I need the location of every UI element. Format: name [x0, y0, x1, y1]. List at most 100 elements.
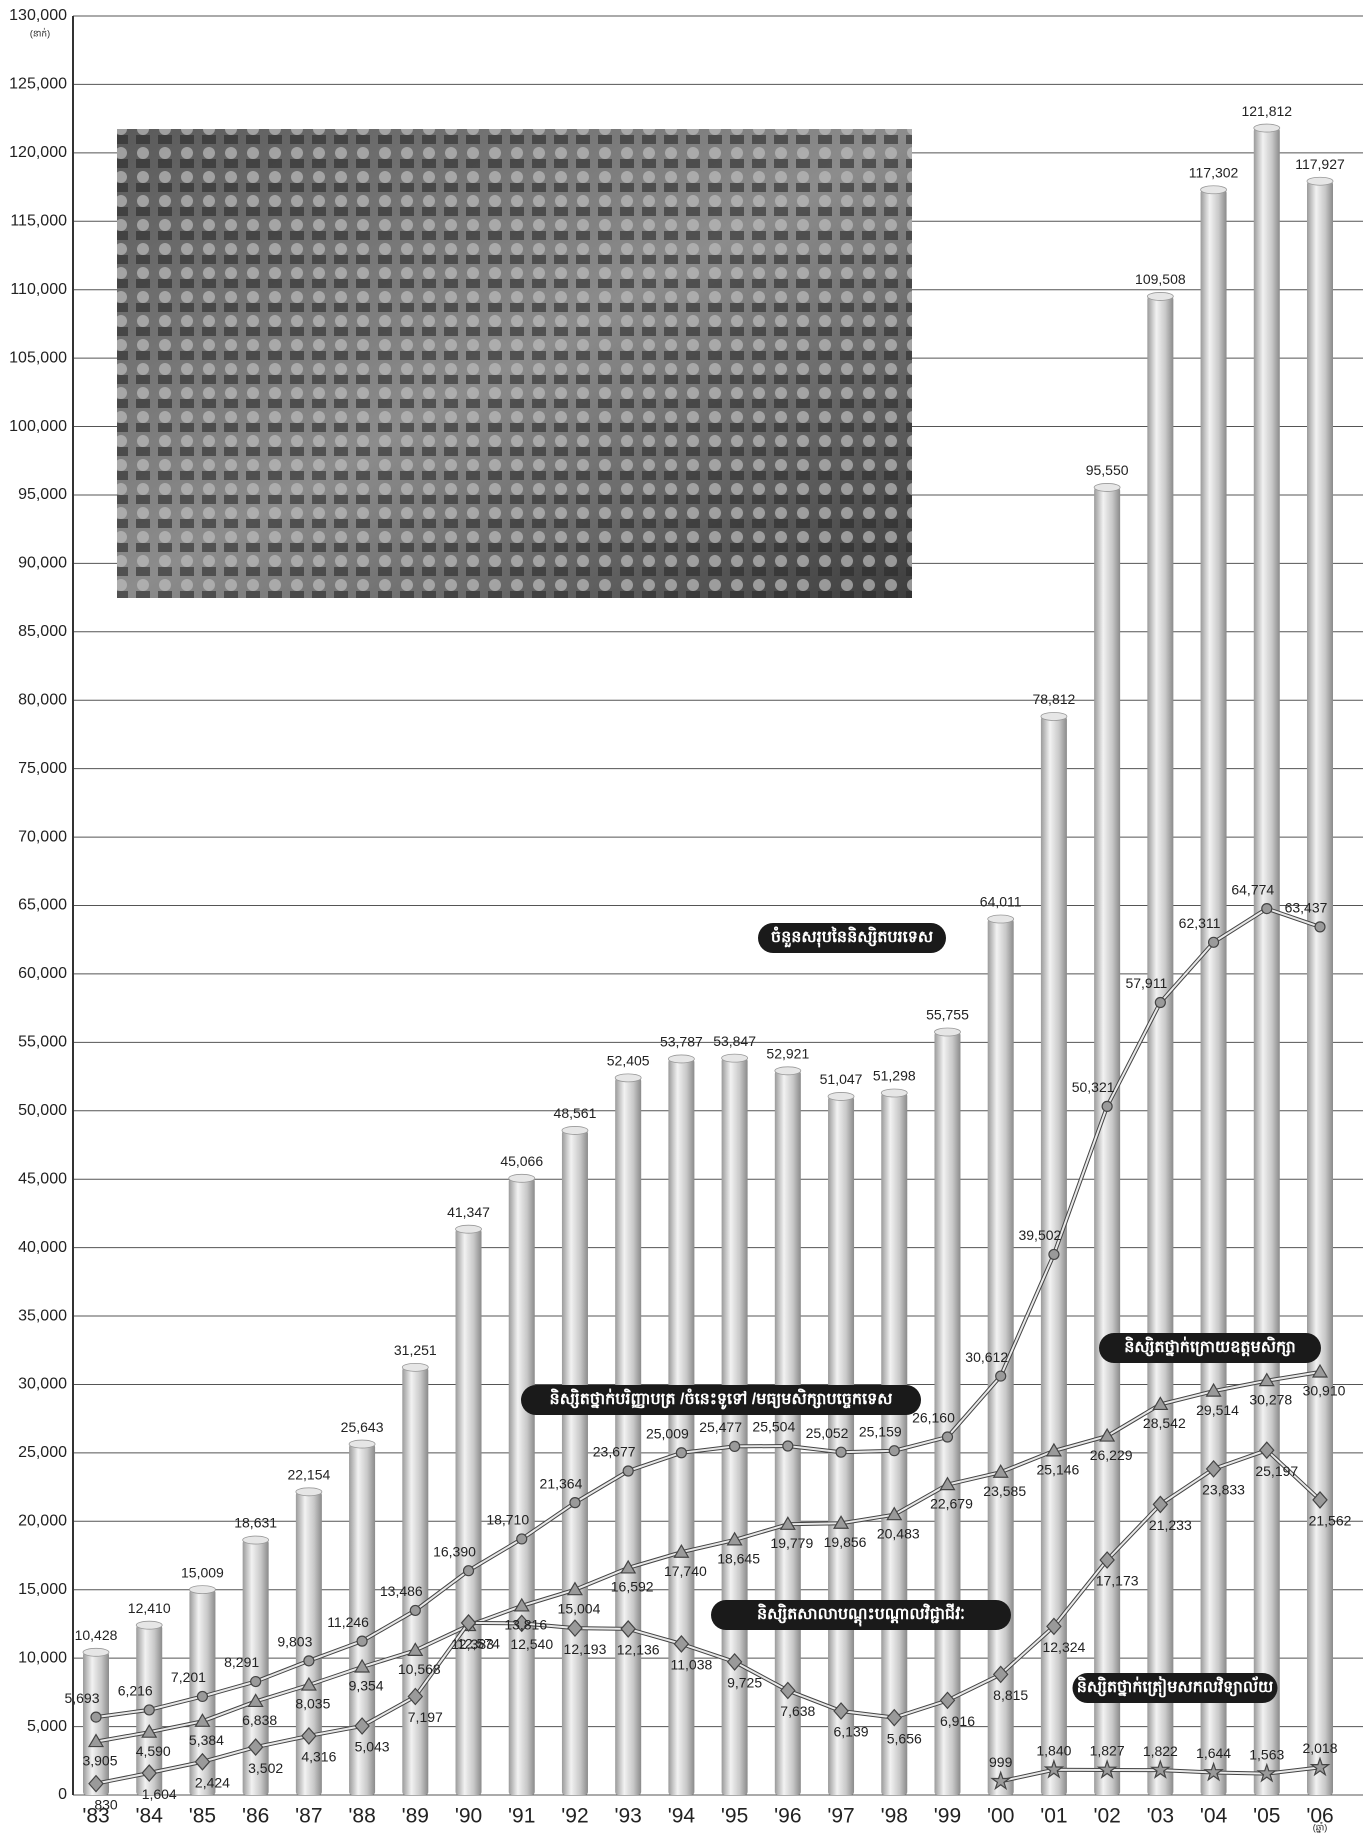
line-value-label: 25,477 — [699, 1419, 742, 1435]
marker-circle — [90, 1711, 102, 1723]
line-value-label: 12,574 — [457, 1636, 500, 1652]
y-tick-label: 130,000 — [9, 7, 67, 24]
marker-circle — [516, 1533, 528, 1545]
bar-value-label: 48,561 — [554, 1105, 597, 1121]
marker-triangle — [779, 1516, 796, 1530]
y-tick-label: 30,000 — [18, 1376, 67, 1393]
x-tick-label: '98 — [881, 1805, 908, 1828]
bar-top — [987, 914, 1015, 924]
marker-circle — [356, 1635, 368, 1647]
y-tick-label: 75,000 — [18, 760, 67, 777]
marker-circle — [622, 1465, 634, 1477]
bar-top — [1253, 123, 1281, 133]
line-value-label: 4,316 — [301, 1749, 336, 1765]
y-tick-label: 25,000 — [18, 1444, 67, 1461]
photo-crowd — [117, 129, 912, 598]
bar-top — [880, 1088, 908, 1098]
line-value-label: 6,838 — [242, 1712, 277, 1728]
marker-circle — [1101, 1100, 1113, 1112]
marker-triangle — [886, 1506, 903, 1521]
marker-diamond — [1312, 1491, 1328, 1509]
x-tick-label: '89 — [402, 1805, 429, 1828]
line-value-label: 64,774 — [1231, 881, 1274, 897]
line-value-label: 11,038 — [671, 1657, 713, 1673]
marker-circle — [782, 1440, 794, 1452]
marker-triangle — [1311, 1363, 1329, 1378]
line-value-label: 1,604 — [142, 1786, 177, 1802]
marker-diamond — [567, 1619, 583, 1638]
line-value-label: 9,725 — [727, 1675, 762, 1691]
line-value-label: 4,590 — [136, 1743, 171, 1759]
marker-circle — [1048, 1248, 1060, 1261]
marker-circle — [303, 1655, 315, 1667]
bar-value-label: 95,550 — [1086, 462, 1129, 478]
x-tick-label: '02 — [1093, 1805, 1120, 1828]
bar-value-label: 25,643 — [341, 1419, 384, 1435]
line-value-label: 23,833 — [1202, 1482, 1245, 1498]
y-tick-label: 85,000 — [18, 623, 67, 640]
marker-diamond — [673, 1635, 690, 1653]
line-value-label: 57,911 — [1125, 975, 1167, 991]
line-value-label: 8,815 — [993, 1687, 1028, 1703]
line-value-label: 9,803 — [277, 1634, 312, 1650]
y-tick-label: 100,000 — [9, 418, 67, 435]
line-value-label: 5,656 — [887, 1730, 922, 1746]
line-value-label: 22,679 — [930, 1495, 973, 1511]
marker-triangle — [247, 1693, 264, 1708]
bar-top — [1200, 185, 1227, 195]
marker-diamond — [620, 1620, 636, 1638]
line-value-label: 29,514 — [1196, 1402, 1239, 1418]
line-value-label: 23,585 — [983, 1483, 1026, 1499]
line-value-label: 21,562 — [1309, 1513, 1352, 1529]
marker-triangle — [300, 1676, 317, 1691]
marker-circle — [196, 1690, 209, 1703]
bar-top — [348, 1439, 376, 1449]
bar-top — [508, 1173, 536, 1183]
bar-top — [189, 1585, 216, 1595]
marker-circle — [675, 1447, 687, 1459]
marker-triangle — [832, 1515, 850, 1529]
bar-top — [1040, 712, 1068, 721]
marker-triangle — [1205, 1382, 1222, 1397]
marker-diamond — [780, 1681, 796, 1700]
line-value-label: 9,354 — [349, 1678, 384, 1694]
bar-top — [614, 1073, 642, 1083]
legend-pill — [758, 923, 946, 953]
line-value-label: 12,540 — [510, 1636, 553, 1652]
bar — [402, 1367, 429, 1795]
marker-circle — [1207, 936, 1220, 948]
series-line — [95, 907, 1321, 1719]
marker-triangle — [1099, 1427, 1116, 1442]
x-tick-label: '83 — [82, 1805, 109, 1828]
line-value-label: 39,502 — [1018, 1227, 1061, 1243]
x-tick-label: '88 — [348, 1805, 375, 1828]
line-value-label: 23,677 — [593, 1444, 636, 1460]
marker-star — [990, 1770, 1012, 1791]
marker-triangle — [407, 1642, 424, 1656]
bar — [83, 1652, 109, 1795]
marker-triangle — [1045, 1442, 1062, 1457]
marker-diamond — [301, 1727, 317, 1745]
bar-value-label: 53,847 — [713, 1033, 756, 1049]
x-tick-label: '99 — [934, 1805, 961, 1828]
marker-circle — [569, 1497, 581, 1509]
bar — [295, 1491, 322, 1795]
labels: 10,428 12,410 15,009 18,631 22,154 25,643 31,2… — [64, 103, 1351, 1813]
x-tick-label: '03 — [1147, 1805, 1174, 1828]
bar — [1094, 487, 1121, 1795]
line-value-label: 17,740 — [664, 1563, 707, 1579]
bar-value-label: 64,011 — [980, 894, 1022, 910]
marker-diamond — [1258, 1441, 1275, 1460]
x-tick-label: '04 — [1200, 1805, 1228, 1828]
bar-value-label: 117,927 — [1295, 156, 1345, 172]
bar — [881, 1093, 908, 1795]
line-value-label: 26,160 — [912, 1410, 955, 1426]
bar — [1253, 128, 1280, 1795]
x-tick-label: '86 — [242, 1805, 269, 1828]
marker-circle — [462, 1565, 475, 1577]
marker-star — [1309, 1756, 1331, 1777]
line-value-label: 830 — [94, 1796, 118, 1812]
line-value-label: 16,390 — [433, 1543, 476, 1559]
